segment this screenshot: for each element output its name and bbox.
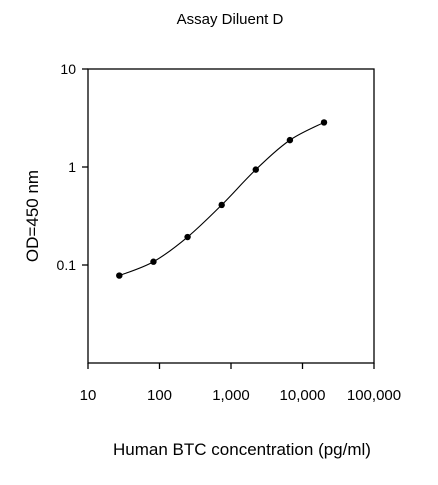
series-line [119,121,325,277]
y-tick-label: 0.1 [57,257,77,273]
chart-title: Assay Diluent D [177,11,284,28]
data-point [150,258,157,265]
data-point [286,136,294,144]
y-tick-label: 1 [68,159,76,175]
data-point [252,166,259,173]
data-point [218,201,225,209]
series-layer [116,119,328,279]
x-tick-label: 1,000 [212,387,250,404]
x-axis: 10 100 1,000 10,000 100,000 [80,363,401,404]
x-tick-label: 100,000 [347,387,401,404]
x-axis-label: Human BTC concentration (pg/ml) [113,440,371,459]
data-point [116,272,123,279]
data-point [184,233,191,241]
x-tick-label: 10,000 [280,387,326,404]
data-point [320,119,328,126]
x-tick-label: 100 [147,387,172,404]
y-axis: 0.1 1 10 [57,61,88,273]
y-tick-label: 10 [60,61,76,77]
x-tick-label: 10 [80,387,97,404]
y-axis-label: OD=450 nm [23,170,42,262]
plot-frame [87,68,375,364]
